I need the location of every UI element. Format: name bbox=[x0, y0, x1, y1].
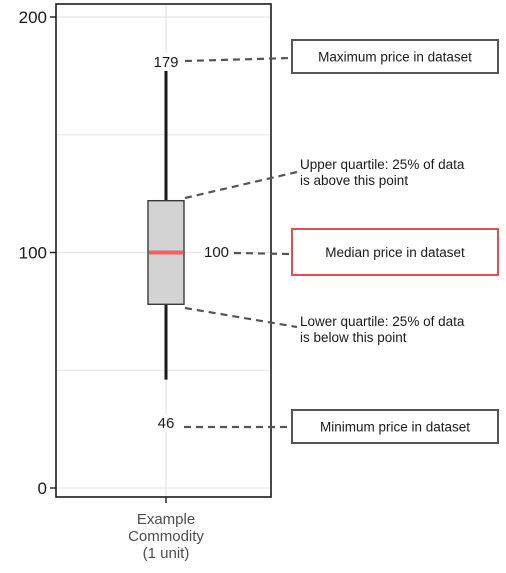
max-value-label: 179 bbox=[153, 54, 178, 71]
min-value-label: 46 bbox=[158, 415, 175, 432]
annotation-text-median: Median price in dataset bbox=[325, 245, 465, 260]
leader-upper-quartile bbox=[184, 170, 298, 200]
y-tick-label: 200 bbox=[19, 8, 47, 27]
plot-panel-border bbox=[55, 3, 272, 498]
leader-median bbox=[233, 251, 292, 256]
median-value-label: 100 bbox=[204, 244, 229, 261]
annotation-text-lower-quartile: Lower quartile: 25% of data is below this… bbox=[300, 314, 465, 345]
leader-lower-quartile bbox=[184, 306, 298, 329]
annotation-text-maximum: Maximum price in dataset bbox=[318, 50, 472, 65]
annotation-text-upper-quartile: Upper quartile: 25% of data is above this… bbox=[300, 157, 465, 188]
annotations: Maximum price in dataset Upper quartile: … bbox=[184, 39, 499, 444]
annotation-box-minimum bbox=[291, 409, 499, 444]
category-axis-labels: Example Commodity (1 unit) bbox=[128, 511, 204, 562]
y-tick-label: 100 bbox=[19, 244, 47, 263]
y-axis: 0 100 200 bbox=[19, 3, 272, 503]
y-tick-label: 0 bbox=[38, 479, 47, 498]
median-value-label-bg bbox=[201, 243, 233, 261]
leader-maximum bbox=[184, 56, 292, 63]
max-value-label-bg bbox=[150, 53, 182, 71]
annotation-box-median bbox=[291, 228, 499, 276]
annotation-box-maximum bbox=[291, 39, 499, 74]
annotation-text-minimum: Minimum price in dataset bbox=[320, 420, 470, 435]
box-series: 179 100 46 bbox=[147, 53, 233, 432]
x-tick-label: Example Commodity (1 unit) bbox=[128, 511, 204, 562]
min-value-label-bg bbox=[154, 414, 178, 432]
